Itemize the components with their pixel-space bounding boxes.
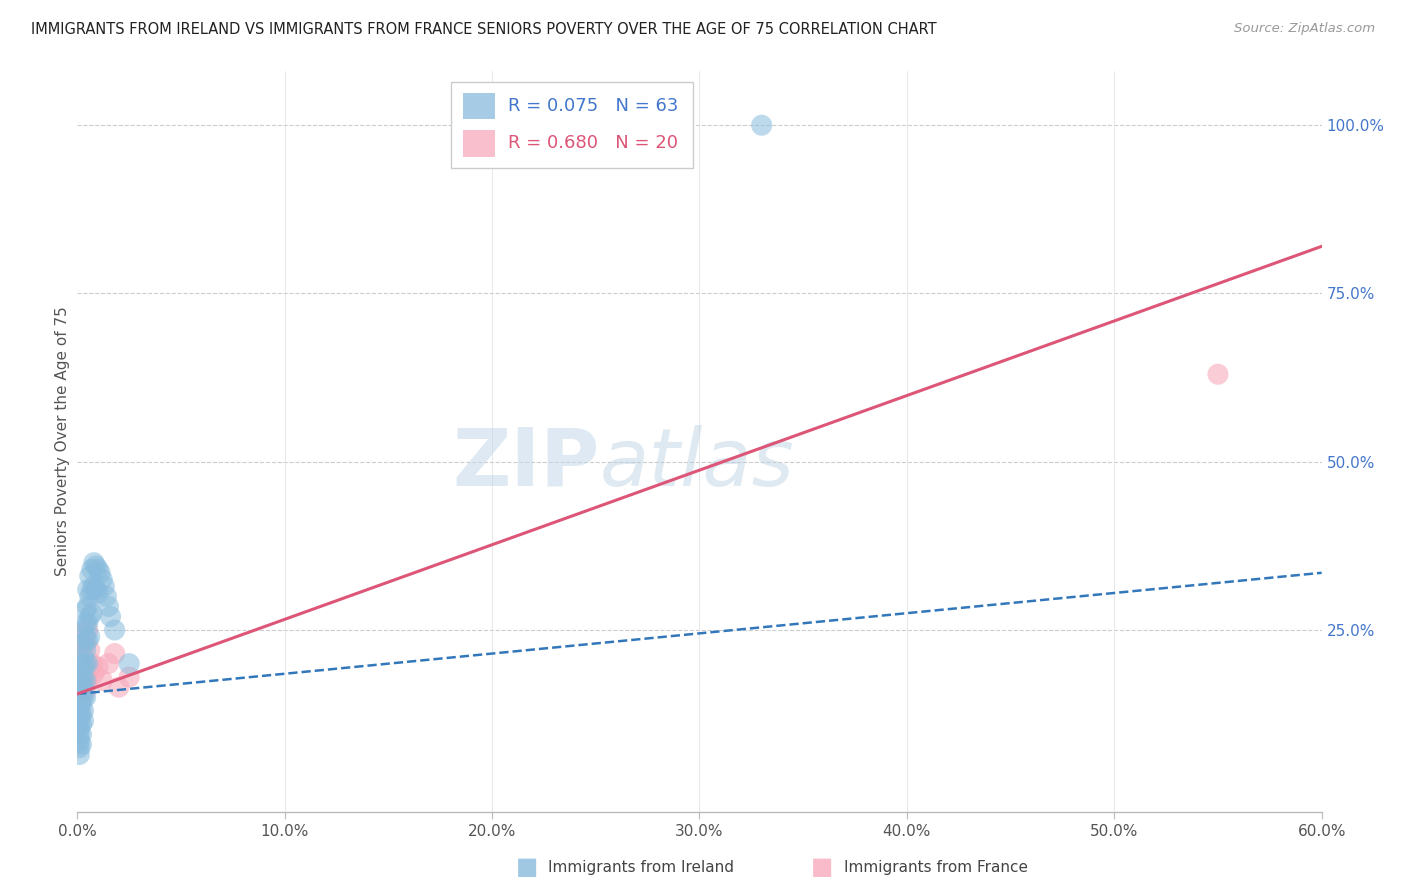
Point <box>75 603 97 617</box>
Point <box>67 687 90 701</box>
Text: Immigrants from France: Immigrants from France <box>844 860 1028 874</box>
Point <box>108 680 131 694</box>
Point <box>70 717 93 731</box>
Point <box>75 657 97 671</box>
Text: IMMIGRANTS FROM IRELAND VS IMMIGRANTS FROM FRANCE SENIORS POVERTY OVER THE AGE O: IMMIGRANTS FROM IRELAND VS IMMIGRANTS FR… <box>31 22 936 37</box>
Point <box>118 670 141 684</box>
Point <box>70 657 93 671</box>
Point <box>80 657 103 671</box>
Point <box>75 683 97 698</box>
Point <box>87 562 110 576</box>
Point <box>72 690 94 705</box>
Text: ■: ■ <box>516 855 538 879</box>
Point <box>84 559 107 574</box>
Point <box>84 582 107 597</box>
Point <box>75 616 97 631</box>
Point <box>75 630 97 644</box>
Point <box>75 636 97 650</box>
Point <box>72 704 94 718</box>
Point <box>97 657 120 671</box>
Point <box>87 586 110 600</box>
Point <box>83 666 105 681</box>
FancyBboxPatch shape <box>451 82 693 168</box>
Point <box>96 590 118 604</box>
Point <box>70 697 93 711</box>
Point <box>70 680 93 694</box>
Point <box>70 690 93 705</box>
Point <box>89 566 111 580</box>
Point <box>70 636 93 650</box>
Point <box>67 740 90 755</box>
Point <box>79 609 101 624</box>
Point <box>79 630 101 644</box>
Point <box>72 670 94 684</box>
Point <box>67 694 90 708</box>
Point <box>100 609 122 624</box>
Point <box>91 673 114 688</box>
Point <box>80 582 103 597</box>
Point <box>76 633 98 648</box>
Point <box>67 707 90 722</box>
Point <box>70 727 93 741</box>
FancyBboxPatch shape <box>463 93 495 120</box>
Point <box>76 582 98 597</box>
Point <box>104 623 127 637</box>
Point <box>75 690 97 705</box>
Point <box>70 738 93 752</box>
Point <box>93 579 115 593</box>
Point <box>72 660 94 674</box>
Text: ■: ■ <box>811 855 834 879</box>
Point <box>70 677 93 691</box>
Point <box>97 599 120 614</box>
Point <box>76 623 98 637</box>
Point <box>67 734 90 748</box>
Point <box>67 649 90 664</box>
Point <box>104 647 127 661</box>
Point <box>79 569 101 583</box>
Text: Source: ZipAtlas.com: Source: ZipAtlas.com <box>1234 22 1375 36</box>
Point <box>67 721 90 735</box>
Point <box>70 707 93 722</box>
Point <box>79 643 101 657</box>
Y-axis label: Seniors Poverty Over the Age of 75: Seniors Poverty Over the Age of 75 <box>55 307 70 576</box>
Point <box>91 573 114 587</box>
Point <box>80 606 103 620</box>
Point <box>70 666 93 681</box>
Point <box>76 599 98 614</box>
Text: ZIP: ZIP <box>453 425 600 503</box>
Text: atlas: atlas <box>600 425 794 503</box>
Point <box>87 660 110 674</box>
Text: Immigrants from Ireland: Immigrants from Ireland <box>548 860 734 874</box>
Point <box>83 556 105 570</box>
Point <box>118 657 141 671</box>
Point <box>72 623 94 637</box>
Point <box>67 700 90 714</box>
Point <box>83 579 105 593</box>
Point <box>67 687 90 701</box>
Point <box>72 626 94 640</box>
Point <box>67 747 90 762</box>
Point <box>67 727 90 741</box>
Point <box>76 657 98 671</box>
Text: R = 0.075   N = 63: R = 0.075 N = 63 <box>508 97 678 115</box>
Point <box>72 649 94 664</box>
Point <box>1206 368 1229 382</box>
Point <box>751 118 773 132</box>
Point <box>75 643 97 657</box>
Point <box>67 714 90 728</box>
Point <box>76 616 98 631</box>
Point <box>79 590 101 604</box>
Text: R = 0.680   N = 20: R = 0.680 N = 20 <box>508 134 678 153</box>
Point <box>75 673 97 688</box>
Point <box>70 683 93 698</box>
FancyBboxPatch shape <box>463 130 495 156</box>
Point <box>80 562 103 576</box>
Point <box>76 673 98 688</box>
Point <box>72 680 94 694</box>
Point <box>72 714 94 728</box>
Point <box>72 636 94 650</box>
Point <box>72 673 94 688</box>
